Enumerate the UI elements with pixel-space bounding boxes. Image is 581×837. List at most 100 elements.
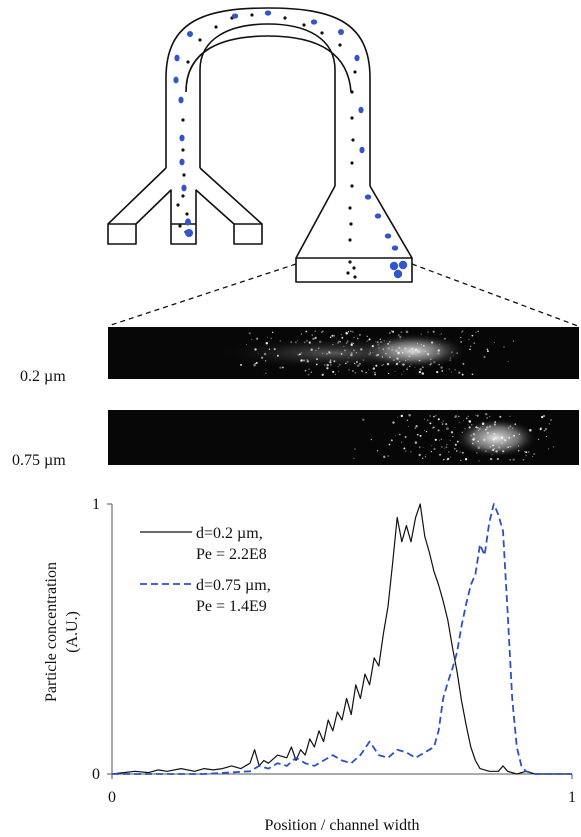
- fluorescence-speck: [501, 453, 503, 455]
- fluorescence-speck: [510, 446, 512, 448]
- fluorescence-speck: [358, 364, 360, 366]
- fluorescence-speck: [326, 353, 329, 355]
- fluorescence-speck: [461, 331, 463, 333]
- fluorescence-speck: [368, 338, 371, 341]
- fluorescence-speck: [449, 439, 451, 442]
- fluorescence-speck: [461, 330, 464, 332]
- fluorescence-speck: [353, 336, 355, 339]
- fluorescence-speck: [456, 450, 458, 452]
- fluorescence-speck: [369, 350, 371, 352]
- fluorescence-speck: [484, 450, 487, 453]
- fluorescence-speck: [408, 413, 411, 417]
- fluorescence-speck: [499, 415, 502, 418]
- fluorescence-speck: [477, 446, 481, 449]
- fluorescence-speck: [383, 455, 386, 459]
- fluorescence-speck: [388, 332, 391, 335]
- fluorescence-speck: [476, 452, 478, 454]
- fluorescence-speck: [417, 350, 420, 353]
- fluorescence-speck: [340, 353, 343, 355]
- fluorescence-speck: [539, 428, 542, 431]
- fluorescence-speck: [326, 367, 329, 370]
- fluorescence-speck: [343, 345, 345, 347]
- fluorescence-speck: [477, 429, 480, 432]
- fluorescence-speck: [457, 415, 460, 418]
- fluorescence-speck: [348, 357, 350, 359]
- fluorescence-speck: [432, 330, 435, 333]
- fluorescence-speck: [376, 341, 379, 344]
- fluorescence-speck: [302, 359, 306, 362]
- fluorescence-speck: [351, 330, 354, 333]
- fluorescence-speck: [347, 331, 350, 333]
- fluorescence-speck: [414, 441, 418, 444]
- fluorescence-speck: [463, 420, 465, 422]
- series-line-1: [112, 503, 572, 775]
- fluorescence-speck: [362, 359, 365, 361]
- fluorescence-speck: [354, 448, 356, 450]
- fluorescence-speck: [382, 363, 385, 366]
- fluorescence-speck: [324, 364, 326, 366]
- fluorescence-speck: [541, 415, 544, 419]
- fluorescence-speck: [460, 341, 462, 343]
- fluorescence-speck: [388, 443, 391, 446]
- x-axis-title: Position / channel width: [264, 817, 419, 834]
- fluorescence-speck: [375, 341, 377, 343]
- fluorescence-speck: [462, 362, 465, 365]
- fluorescence-speck: [279, 366, 282, 369]
- fluorescence-speck: [548, 448, 550, 450]
- fluorescence-speck: [255, 337, 259, 340]
- fluorescence-speck: [301, 352, 303, 353]
- fluorescence-speck: [356, 336, 358, 338]
- fluorescence-speck: [400, 414, 404, 418]
- fluorescence-speck: [310, 371, 312, 373]
- chart-legend: d=0.2 µm, Pe = 2.2E8 d=0.75 µm, Pe = 1.4E9: [140, 525, 271, 615]
- channel-outer-wall: [165, 7, 371, 186]
- fluorescence-speck: [337, 342, 339, 344]
- fluorescence-speck: [418, 359, 421, 362]
- fluorescence-speck: [399, 335, 402, 339]
- fluorescence-speck: [496, 457, 500, 461]
- fluorescence-speck: [553, 446, 555, 448]
- outlet-expansion: [295, 185, 413, 283]
- fluorescence-speck: [253, 363, 256, 367]
- fluorescence-speck: [469, 345, 472, 348]
- fluorescence-speck: [452, 435, 454, 438]
- fluorescence-speck: [344, 349, 346, 352]
- fluorescence-speck: [314, 336, 317, 340]
- fluorescence-speck: [543, 429, 546, 432]
- fluorescence-speck: [472, 433, 475, 436]
- large-particles: [173, 10, 408, 279]
- fluorescence-speck: [321, 331, 323, 334]
- fluorescence-speck: [394, 434, 396, 436]
- fluorescence-speck: [390, 439, 393, 442]
- fluorescence-speck: [310, 348, 313, 351]
- plot-axes: 0 1 0 1: [92, 496, 576, 806]
- fluorescence-speck: [405, 450, 407, 452]
- fluorescence-speck: [334, 373, 337, 376]
- fluorescence-speck: [500, 442, 504, 445]
- fluorescence-speck: [329, 361, 332, 364]
- fluorescence-speck: [402, 363, 405, 366]
- fluorescence-speck: [491, 454, 493, 456]
- legend-label-0: d=0.2 µm,: [196, 525, 263, 542]
- fluorescence-speck: [406, 419, 409, 422]
- fluorescence-speck: [445, 446, 448, 448]
- fluorescence-speck: [508, 436, 511, 439]
- fluorescence-speck: [533, 452, 536, 456]
- fluorescence-speck: [456, 352, 459, 355]
- fluorescence-speck: [378, 347, 380, 349]
- fluorescence-speck: [492, 444, 494, 447]
- fluorescence-speck: [350, 353, 353, 357]
- fluorescence-speck: [368, 353, 371, 356]
- fluorescence-speck: [493, 342, 495, 343]
- fluorescence-speck: [422, 344, 425, 347]
- fluorescence-speck: [440, 366, 443, 369]
- fluorescence-speck: [390, 330, 393, 332]
- legend-label-1: d=0.75 µm,: [196, 577, 271, 594]
- fluorescence-speck: [317, 347, 320, 350]
- fluorescence-speck: [397, 352, 400, 355]
- fluorescence-speck: [537, 438, 540, 441]
- fluorescence-speck: [441, 370, 444, 372]
- fluorescence-speck: [333, 360, 336, 363]
- fluorescence-speck: [395, 362, 399, 366]
- y-tick-label: 0: [92, 766, 100, 783]
